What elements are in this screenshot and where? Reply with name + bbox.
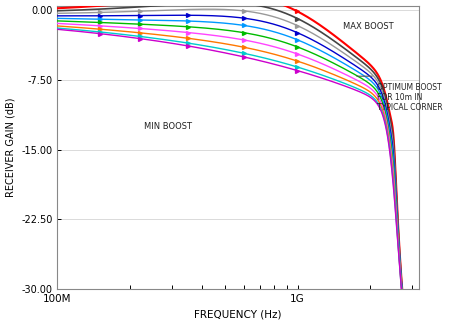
Text: MAX BOOST: MAX BOOST (343, 22, 394, 32)
Text: MIN BOOST: MIN BOOST (144, 122, 192, 131)
Text: OPTIMUM BOOST
FOR 10m IN
TYPICAL CORNER: OPTIMUM BOOST FOR 10m IN TYPICAL CORNER (378, 83, 443, 112)
Y-axis label: RECEIVER GAIN (dB): RECEIVER GAIN (dB) (5, 98, 16, 197)
X-axis label: FREQUENCY (Hz): FREQUENCY (Hz) (194, 309, 282, 319)
